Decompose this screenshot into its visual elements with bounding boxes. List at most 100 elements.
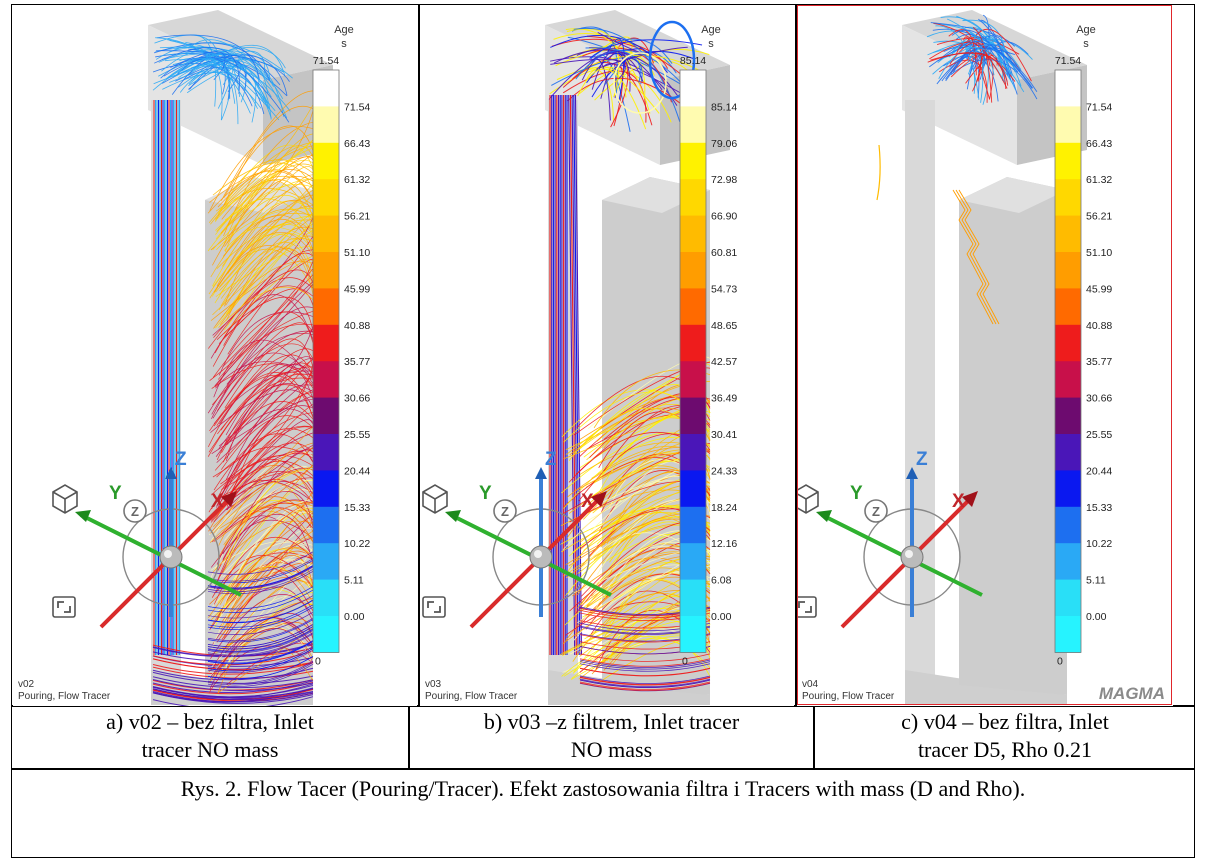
legend-tick-label: 24.33 <box>711 465 737 477</box>
legend-frame <box>679 69 707 653</box>
flow-streamline <box>219 363 314 425</box>
flow-streamline <box>152 688 314 701</box>
y-axis-arrowhead <box>816 510 832 522</box>
legend-unit: s <box>708 38 714 50</box>
flow-streamline <box>159 46 240 73</box>
footer-version: v02 <box>18 679 35 690</box>
flow-streamline <box>156 34 260 81</box>
flow-streamline <box>213 269 314 338</box>
flow-streamline <box>218 356 314 450</box>
flow-streamline <box>215 198 314 235</box>
flow-streamline <box>220 241 314 307</box>
legend-band <box>680 142 706 180</box>
flow-streamline <box>225 384 314 481</box>
footer-mode: Pouring, Flow Tracer <box>802 691 895 702</box>
y-axis-label: Y <box>109 483 122 504</box>
flow-streamline <box>207 595 314 619</box>
flow-swirl <box>648 20 696 100</box>
legend-tick-label: 30.66 <box>344 393 370 405</box>
cube-outline <box>797 484 819 514</box>
flow-streamline <box>209 645 314 693</box>
flow-streamline <box>226 325 314 446</box>
flow-streamline <box>210 513 314 568</box>
flow-streamline <box>932 56 976 94</box>
flow-streamline <box>207 646 314 670</box>
legend-band <box>1055 288 1081 326</box>
zoom-icon <box>493 499 517 523</box>
flow-streamline <box>207 641 314 665</box>
gizmo-center-sphere <box>159 545 183 569</box>
legend-band <box>313 579 339 617</box>
legend-band <box>1055 434 1081 471</box>
flow-streamline <box>224 479 314 581</box>
flow-streamline <box>211 502 314 543</box>
legend-tick-label: 0.00 <box>1086 611 1107 623</box>
flow-streamline <box>223 215 314 257</box>
caption-divider-1 <box>408 705 410 768</box>
flow-streamline <box>207 630 314 654</box>
flow-streamline <box>207 558 314 582</box>
flow-streamline <box>213 444 314 523</box>
flow-streamline <box>216 208 314 250</box>
flow-streamline <box>207 328 314 448</box>
caption-a-line1: a) v02 – bez filtra, Inlet <box>106 709 314 734</box>
flow-streamline <box>152 666 314 679</box>
flow-streamline <box>876 144 881 201</box>
footer-version: v03 <box>425 679 442 690</box>
legend-band <box>680 470 706 508</box>
flow-streamline <box>223 598 314 650</box>
flow-streamline <box>179 72 262 109</box>
legend-band <box>1055 616 1081 653</box>
flow-streamline <box>227 501 314 596</box>
flow-streamline <box>946 18 1021 72</box>
flow-streamline <box>978 18 1008 76</box>
flow-streamline <box>207 648 314 672</box>
legend-band <box>1055 579 1081 617</box>
y-axis-label: Y <box>479 483 492 504</box>
flow-streamline <box>160 56 290 123</box>
legend-title: Age <box>701 24 721 36</box>
y-axis-label: Y <box>850 483 863 504</box>
flow-streamline <box>219 403 314 509</box>
flow-streamline <box>215 139 314 231</box>
flow-streamline <box>207 617 314 642</box>
x-axis-label: X <box>211 491 224 512</box>
legend-band <box>313 543 339 581</box>
flow-streamline <box>211 306 314 415</box>
fit-view-corner <box>805 606 812 613</box>
flow-streamline <box>955 189 997 325</box>
flow-streamline <box>962 19 1006 53</box>
legend-tick-label: 36.49 <box>711 393 737 405</box>
zoom-icon <box>864 499 888 523</box>
legend-band <box>680 288 706 326</box>
flow-streamline <box>225 467 314 516</box>
flow-streamline <box>217 377 314 435</box>
zoom-icon-label: Z <box>501 504 509 519</box>
flow-streamline <box>224 179 314 221</box>
flow-streamline <box>213 375 314 427</box>
flow-streamline <box>152 691 314 703</box>
flow-streamline <box>223 125 314 198</box>
flow-streamline <box>215 246 314 297</box>
legend-zero-label: 0 <box>1057 655 1063 667</box>
flow-streamline <box>585 66 660 114</box>
flow-streamline <box>213 433 314 491</box>
flow-streamline <box>211 479 314 521</box>
flow-streamline <box>215 104 314 212</box>
flow-streamline <box>212 233 314 288</box>
legend-band <box>1055 179 1081 217</box>
flow-streamline <box>221 448 314 490</box>
flow-streamline <box>223 285 314 346</box>
flow-streamline <box>930 52 1009 86</box>
legend-tick-label: 25.55 <box>1086 429 1112 441</box>
flow-streamline <box>216 354 314 426</box>
flow-streamline <box>221 550 314 623</box>
x-axis-arrowhead <box>591 491 607 507</box>
flow-streamline <box>573 27 681 122</box>
legend-tick-label: 10.22 <box>344 538 370 550</box>
legend-band <box>313 506 339 544</box>
flow-streamline <box>207 559 314 584</box>
